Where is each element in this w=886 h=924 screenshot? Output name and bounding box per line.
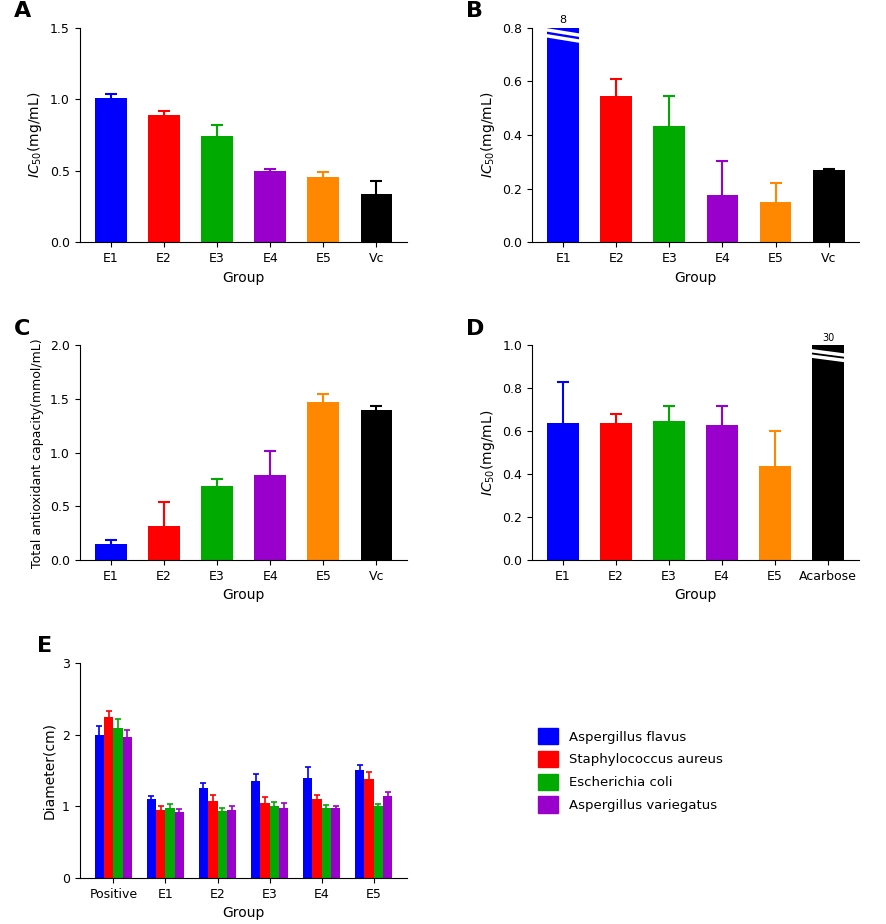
Bar <box>198 788 208 878</box>
Bar <box>148 115 180 242</box>
X-axis label: Group: Group <box>674 589 717 602</box>
Y-axis label: $IC_{50}$(mg/mL): $IC_{50}$(mg/mL) <box>478 409 496 496</box>
Text: D: D <box>466 319 485 339</box>
Bar <box>217 811 227 878</box>
Bar <box>148 526 180 560</box>
X-axis label: Group: Group <box>222 906 265 920</box>
Text: E: E <box>37 637 52 656</box>
Bar <box>364 779 374 878</box>
Bar <box>548 28 579 242</box>
Bar <box>361 410 392 560</box>
Y-axis label: $IC_{50}$(mg/mL): $IC_{50}$(mg/mL) <box>27 91 44 178</box>
Bar <box>600 422 632 560</box>
Bar <box>322 808 331 878</box>
Bar <box>156 809 166 878</box>
Bar <box>95 98 127 242</box>
Bar <box>254 171 286 242</box>
Bar <box>123 736 132 878</box>
Bar <box>812 346 844 560</box>
Bar <box>269 807 279 878</box>
Bar <box>759 202 791 242</box>
Bar <box>706 196 738 242</box>
Bar <box>201 137 233 242</box>
Bar <box>303 778 312 878</box>
Bar <box>812 170 844 242</box>
Bar <box>312 799 322 878</box>
X-axis label: Group: Group <box>222 271 265 285</box>
Bar <box>279 808 288 878</box>
Bar <box>307 176 339 242</box>
Y-axis label: Total antioxidant capacity(mmol/mL): Total antioxidant capacity(mmol/mL) <box>32 338 44 567</box>
Bar <box>113 727 123 878</box>
Bar <box>254 475 286 560</box>
Bar <box>361 194 392 242</box>
Bar <box>95 544 127 560</box>
Text: 8: 8 <box>560 15 567 25</box>
Bar <box>383 796 392 878</box>
Bar <box>653 420 685 560</box>
Bar <box>759 466 791 560</box>
Bar <box>251 781 260 878</box>
Text: C: C <box>14 319 31 339</box>
Bar <box>208 800 217 878</box>
Y-axis label: $IC_{50}$(mg/mL): $IC_{50}$(mg/mL) <box>478 91 496 178</box>
Bar <box>706 425 738 560</box>
Text: 30: 30 <box>822 334 835 344</box>
Bar <box>307 402 339 560</box>
Bar <box>166 808 175 878</box>
Text: B: B <box>466 1 483 21</box>
Bar <box>104 717 113 878</box>
Bar <box>547 422 579 560</box>
Bar <box>601 96 633 242</box>
Bar <box>355 771 364 878</box>
Bar <box>331 808 340 878</box>
Bar <box>260 803 269 878</box>
Bar <box>227 809 237 878</box>
Y-axis label: Diameter(cm): Diameter(cm) <box>43 722 57 819</box>
Bar <box>95 735 104 878</box>
X-axis label: Group: Group <box>674 271 717 285</box>
Bar <box>653 126 685 242</box>
Text: A: A <box>14 1 32 21</box>
Bar <box>374 807 383 878</box>
X-axis label: Group: Group <box>222 589 265 602</box>
Bar <box>201 486 233 560</box>
Bar <box>147 799 156 878</box>
Legend: Aspergillus flavus, Staphylococcus aureus, Escherichia coli, Aspergillus variega: Aspergillus flavus, Staphylococcus aureu… <box>539 728 723 812</box>
Bar <box>175 812 184 878</box>
